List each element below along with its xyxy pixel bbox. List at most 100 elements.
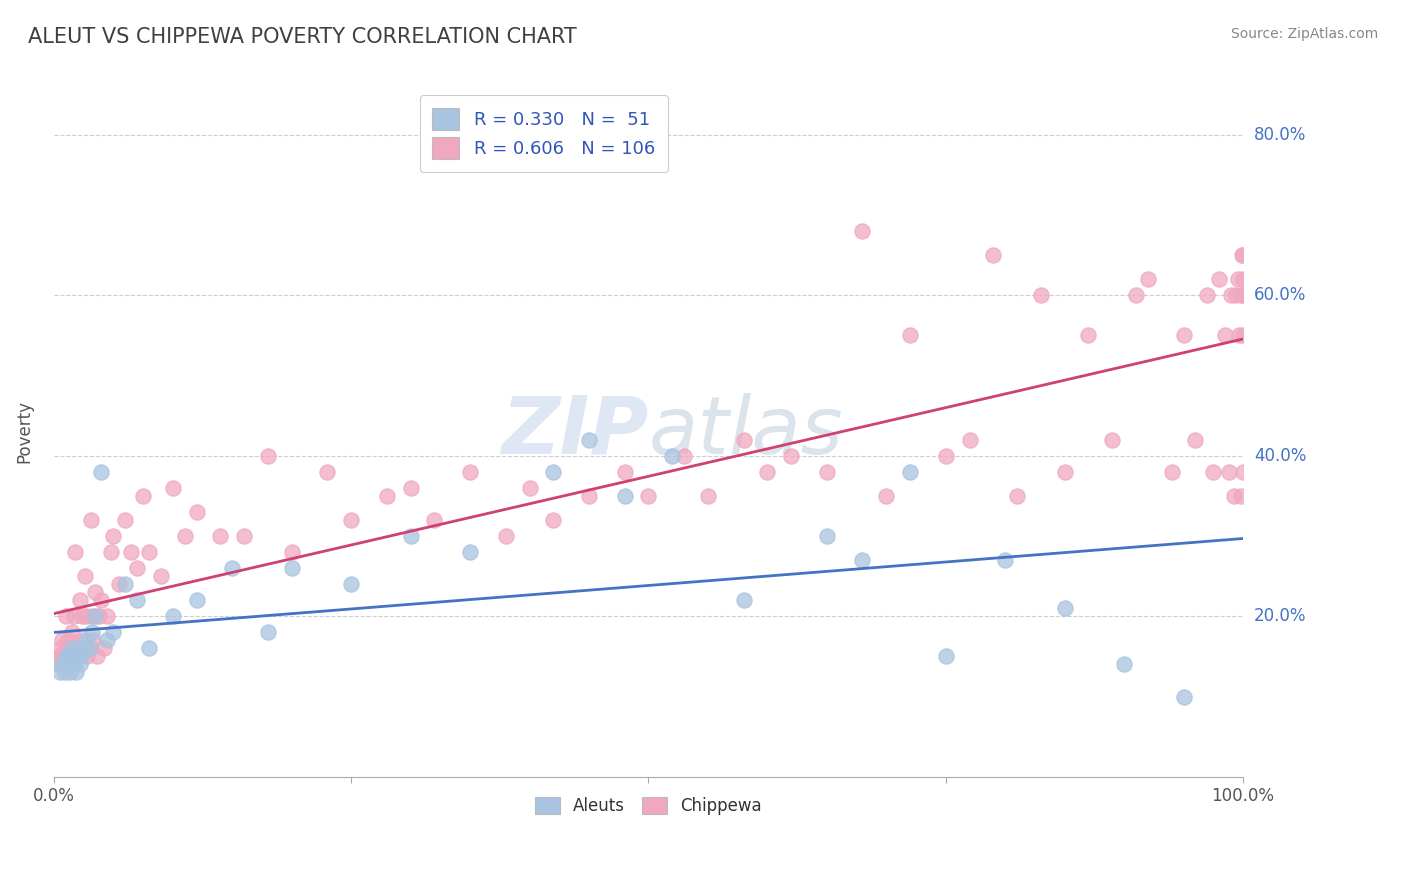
- Point: [1173, 690, 1195, 704]
- Point: [233, 529, 256, 543]
- Point: [1208, 272, 1230, 286]
- Point: [87, 609, 110, 624]
- Point: [613, 465, 636, 479]
- Point: [80, 609, 103, 624]
- Point: [221, 561, 243, 575]
- Point: [67, 641, 90, 656]
- Point: [69, 593, 91, 607]
- Point: [495, 529, 517, 543]
- Point: [1225, 288, 1247, 302]
- Point: [851, 224, 873, 238]
- Point: [65, 545, 87, 559]
- Point: [96, 609, 118, 624]
- Point: [51, 633, 73, 648]
- Text: 80.0%: 80.0%: [1254, 126, 1306, 144]
- Text: 20.0%: 20.0%: [1254, 607, 1306, 625]
- Point: [733, 593, 755, 607]
- Point: [1184, 433, 1206, 447]
- Point: [375, 489, 398, 503]
- Point: [733, 433, 755, 447]
- Point: [423, 513, 446, 527]
- Point: [66, 641, 89, 656]
- Point: [96, 633, 118, 648]
- Point: [120, 545, 142, 559]
- Text: Source: ZipAtlas.com: Source: ZipAtlas.com: [1230, 27, 1378, 41]
- Point: [58, 657, 80, 672]
- Point: [80, 513, 103, 527]
- Point: [84, 585, 107, 599]
- Point: [1227, 272, 1250, 286]
- Point: [578, 489, 600, 503]
- Point: [851, 553, 873, 567]
- Point: [1232, 248, 1254, 262]
- Point: [1232, 288, 1254, 302]
- Point: [257, 625, 280, 640]
- Point: [1160, 465, 1182, 479]
- Point: [613, 489, 636, 503]
- Point: [1222, 489, 1244, 503]
- Point: [280, 545, 302, 559]
- Point: [543, 465, 565, 479]
- Text: 60.0%: 60.0%: [1254, 286, 1306, 304]
- Point: [56, 649, 79, 664]
- Point: [65, 665, 87, 680]
- Point: [1218, 465, 1240, 479]
- Point: [1229, 489, 1251, 503]
- Point: [1125, 288, 1147, 302]
- Point: [63, 609, 86, 624]
- Point: [132, 489, 155, 503]
- Point: [1101, 433, 1123, 447]
- Point: [780, 449, 803, 463]
- Point: [72, 641, 94, 656]
- Point: [103, 529, 125, 543]
- Point: [1229, 328, 1251, 343]
- Point: [72, 609, 94, 624]
- Point: [56, 649, 79, 664]
- Point: [53, 657, 76, 672]
- Point: [815, 465, 838, 479]
- Point: [60, 625, 83, 640]
- Point: [935, 449, 957, 463]
- Point: [399, 529, 422, 543]
- Point: [55, 609, 77, 624]
- Point: [108, 577, 131, 591]
- Point: [56, 649, 79, 664]
- Point: [49, 641, 72, 656]
- Point: [1230, 248, 1253, 262]
- Point: [340, 513, 363, 527]
- Point: [72, 641, 94, 656]
- Text: atlas: atlas: [648, 392, 844, 471]
- Point: [458, 465, 481, 479]
- Point: [55, 641, 77, 656]
- Point: [519, 481, 541, 495]
- Point: [103, 625, 125, 640]
- Text: ZIP: ZIP: [501, 392, 648, 471]
- Point: [637, 489, 659, 503]
- Point: [1202, 465, 1225, 479]
- Point: [60, 649, 83, 664]
- Y-axis label: Poverty: Poverty: [15, 401, 32, 463]
- Point: [935, 649, 957, 664]
- Point: [1232, 465, 1254, 479]
- Point: [93, 641, 115, 656]
- Point: [815, 529, 838, 543]
- Point: [661, 449, 683, 463]
- Point: [1077, 328, 1099, 343]
- Point: [125, 561, 148, 575]
- Point: [76, 649, 98, 664]
- Point: [875, 489, 897, 503]
- Point: [1136, 272, 1159, 286]
- Point: [458, 545, 481, 559]
- Point: [70, 649, 93, 664]
- Point: [73, 569, 96, 583]
- Point: [543, 513, 565, 527]
- Point: [186, 505, 208, 519]
- Point: [51, 657, 73, 672]
- Point: [898, 328, 921, 343]
- Point: [65, 649, 87, 664]
- Point: [66, 649, 89, 664]
- Point: [114, 577, 136, 591]
- Point: [60, 641, 83, 656]
- Point: [1213, 328, 1236, 343]
- Point: [898, 465, 921, 479]
